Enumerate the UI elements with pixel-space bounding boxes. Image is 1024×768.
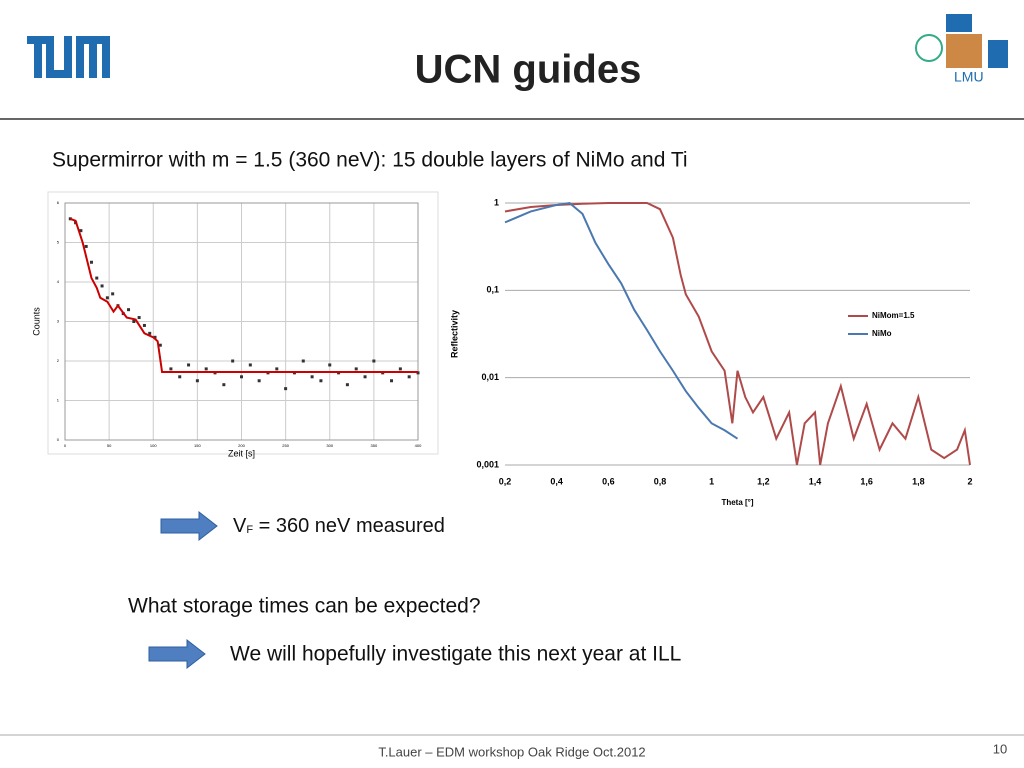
x-tick-label: 1,6 [860,476,873,486]
y-tick-label: 0,001 [476,459,499,469]
y-axis-label: Counts [31,307,41,336]
x-tick-label: 1 [709,476,714,486]
data-point [390,379,394,383]
data-point [231,359,235,363]
data-point [354,367,358,371]
data-point [204,367,208,371]
left-chart: 0 1 2 3 4 5 6 0 50 100 150 200 250 300 350 400 Zeit [s] C… [31,191,439,458]
x-tick-label: 1,8 [912,476,925,486]
data-point [169,367,173,371]
data-point [398,367,402,371]
data-point [407,375,411,379]
y-tick-label: 0,01 [481,372,499,382]
y-tick-label: 4 [57,279,60,284]
y-axis-label: Reflectivity [449,310,459,358]
data-point [328,363,332,367]
data-point [111,292,115,296]
fit-line [69,217,418,374]
logo-text: LMU [954,69,984,85]
data-line [504,202,971,466]
x-tick-label: 50 [107,443,112,448]
data-point [158,343,162,347]
legend-label: NiMom=1.5 [872,311,915,320]
x-tick-label: 350 [371,443,378,448]
data-point [275,367,279,371]
data-point [148,331,152,335]
question: What storage times can be expected? [128,595,481,618]
x-tick-label: 0,2 [499,476,512,486]
data-point [132,320,136,323]
x-tick-label: 100 [150,443,157,448]
partner-logos: LMU [915,14,1008,85]
data-point [222,383,226,387]
data-point [142,323,146,327]
y-tick-label: 0 [57,437,60,442]
x-tick-label: 150 [194,443,201,448]
data-point [95,276,99,280]
data-point [257,379,261,383]
velocity-note: VF = 360 neV measured [233,515,445,537]
arrow [148,638,206,670]
data-point [345,383,349,387]
data-line [504,201,739,440]
data-point [137,316,141,320]
data-point [284,387,288,391]
x-tick-label: 2 [967,476,972,486]
data-point [248,363,252,367]
data-point [89,260,93,264]
data-point [372,359,376,363]
answer: We will hopefully investigate this next … [230,643,681,666]
data-point [187,363,191,367]
data-point [100,284,104,288]
data-point [84,244,88,248]
data-point [79,229,83,233]
y-tick-label: 1 [57,398,60,403]
subtitle: Supermirror with m = 1.5 (360 neV): 15 d… [52,149,688,172]
data-point [319,379,323,383]
x-tick-label: 1,2 [757,476,770,486]
x-axis-label: Zeit [s] [228,448,255,458]
note-v: V [233,515,247,537]
title: UCN guides [415,48,642,92]
x-axis-label: Theta [°] [721,498,753,507]
data-point [153,335,157,339]
y-tick-label: 5 [57,240,60,245]
x-tick-label: 300 [326,443,333,448]
note-sub: F [246,524,253,536]
right-chart: 0,001 0,01 0,1 1 0,2 0,4 0,6 0,8 1 1,2 1,4 1,6 1,8 2 T… [449,197,972,507]
data-point [127,308,131,312]
x-tick-label: 0 [64,443,67,448]
footer: T.Lauer – EDM workshop Oak Ridge Oct.201… [378,744,645,759]
plot-frame [64,202,419,441]
x-tick-label: 250 [282,443,289,448]
x-tick-label: 200 [238,443,245,448]
data-point [363,375,367,379]
y-tick-label: 2 [57,358,60,363]
legend-label: NiMo [872,329,892,338]
data-point [240,375,243,379]
x-tick-label: 0,4 [550,476,563,486]
data-point [105,296,109,300]
y-tick-label: 3 [57,319,60,324]
x-tick-label: 400 [415,443,422,448]
x-tick-label: 1,4 [809,476,822,486]
arrow [160,510,218,542]
x-tick-label: 0,6 [602,476,615,486]
data-point [178,375,182,379]
y-tick-label: 0,1 [486,285,499,295]
tum-logo [27,36,110,78]
data-point [195,379,199,383]
y-tick-label: 1 [494,197,499,207]
note-rest: = 360 neV measured [253,515,445,537]
page-number: 10 [993,741,1007,756]
data-point [310,375,314,379]
y-tick-label: 6 [57,200,60,205]
x-tick-label: 0,8 [654,476,667,486]
data-point [301,359,305,363]
